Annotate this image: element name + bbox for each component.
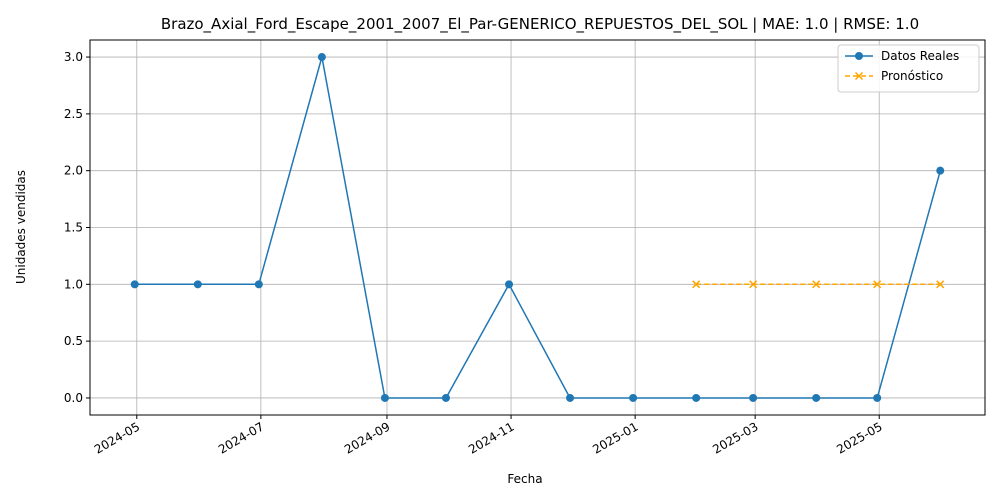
data-point-datos-reales [629, 393, 638, 402]
series-layer [130, 53, 945, 402]
data-point-datos-reales [936, 166, 945, 175]
chart-title: Brazo_Axial_Ford_Escape_2001_2007_El_Par… [161, 15, 919, 34]
series-line-datos-reales [134, 56, 942, 399]
legend-marker-pronostico [854, 71, 864, 81]
data-point-pronostico [812, 280, 821, 289]
data-point-datos-reales [441, 393, 450, 402]
legend-x-marker [854, 71, 864, 81]
data-point-datos-reales [566, 393, 575, 402]
legend-box [837, 44, 980, 93]
x-axis-ticks: 2024-05 2024-07 2024-09 2024-11 2025-01 2025-… [92, 415, 885, 457]
legend-marker-datos-reales [855, 52, 863, 60]
y-tick-label: 1.5 [64, 221, 83, 235]
y-axis-title: Unidades vendidas [14, 170, 28, 284]
y-axis-ticks: 0.0 0.5 1.0 1.5 2.0 2.5 3.0 [64, 50, 90, 405]
data-point-datos-reales [317, 53, 326, 62]
grid-lines [90, 40, 985, 415]
x-tick-label: 2025-01 [590, 419, 640, 456]
x-tick-label: 2024-05 [92, 419, 142, 456]
data-point-datos-reales [254, 280, 263, 289]
y-tick-label: 0.0 [64, 391, 83, 405]
data-point-datos-reales [812, 393, 821, 402]
y-tick-label: 2.5 [64, 107, 83, 121]
x-axis-title: Fecha [507, 472, 542, 486]
data-point-datos-reales [873, 393, 882, 402]
y-tick-label: 1.0 [64, 277, 83, 291]
data-point-datos-reales [380, 393, 389, 402]
x-tick-label: 2025-03 [710, 419, 760, 456]
x-tick-label: 2024-07 [216, 419, 266, 456]
legend: Datos Reales Pronóstico [837, 44, 980, 93]
x-tick-label: 2024-11 [466, 419, 516, 456]
data-point-datos-reales [692, 393, 701, 402]
data-point-datos-reales [193, 280, 202, 289]
legend-label-pronostico: Pronóstico [881, 69, 943, 83]
x-tick-label: 2024-09 [342, 419, 392, 456]
y-tick-label: 3.0 [64, 50, 83, 64]
y-tick-label: 2.0 [64, 164, 83, 178]
data-point-pronostico [749, 280, 758, 289]
data-point-pronostico [692, 280, 701, 289]
x-tick-label: 2025-05 [834, 419, 884, 456]
legend-label-datos-reales: Datos Reales [881, 49, 959, 63]
data-point-pronostico [936, 280, 945, 289]
data-point-datos-reales [505, 280, 514, 289]
data-point-pronostico [873, 280, 882, 289]
data-point-datos-reales [749, 393, 758, 402]
y-tick-label: 0.5 [64, 334, 83, 348]
data-point-datos-reales [130, 280, 139, 289]
